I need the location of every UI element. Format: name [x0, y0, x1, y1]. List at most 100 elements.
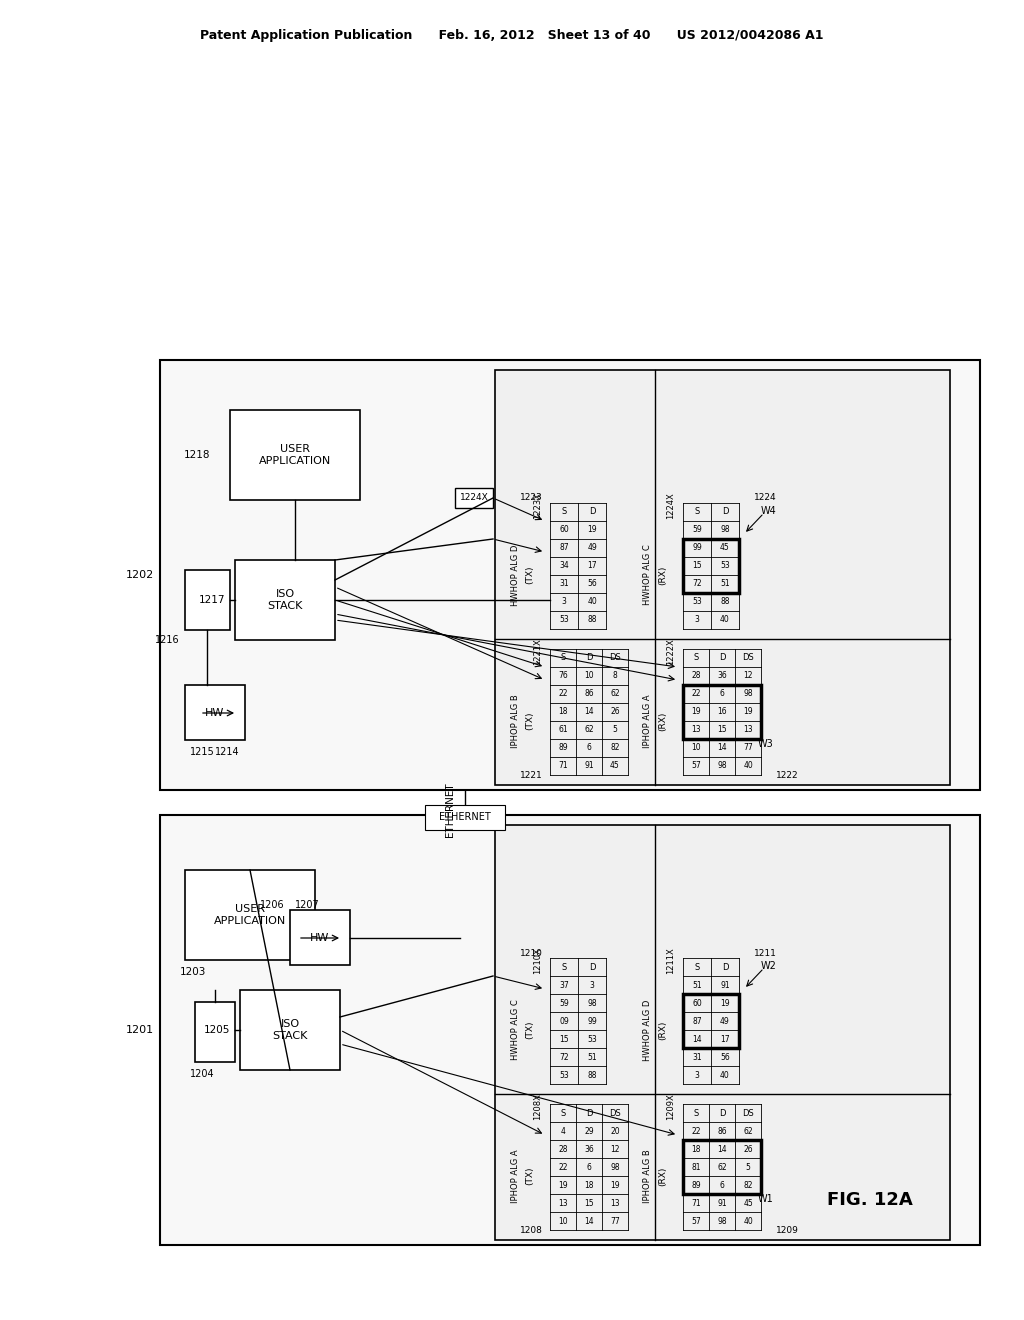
Text: 87: 87: [692, 1016, 701, 1026]
Text: 17: 17: [720, 1035, 730, 1044]
Text: 98: 98: [587, 998, 597, 1007]
Text: 86: 86: [717, 1126, 727, 1135]
Text: 10: 10: [584, 672, 594, 681]
Text: 6: 6: [720, 689, 724, 698]
Text: 1204: 1204: [190, 1069, 215, 1078]
Bar: [160, 814, 980, 1245]
Bar: [195, 1002, 234, 1063]
Text: 3: 3: [590, 981, 595, 990]
Text: DS: DS: [742, 1109, 754, 1118]
Text: S: S: [561, 507, 566, 516]
Text: IPHOP ALG B: IPHOP ALG B: [511, 694, 519, 748]
Text: 1222: 1222: [776, 771, 799, 780]
Text: 40: 40: [720, 1071, 730, 1080]
Text: D: D: [719, 1109, 725, 1118]
Text: 1217: 1217: [199, 595, 225, 605]
Text: 49: 49: [587, 544, 597, 553]
Text: 15: 15: [559, 1035, 568, 1044]
Text: 15: 15: [717, 726, 727, 734]
Text: 1207: 1207: [295, 900, 319, 909]
Text: 82: 82: [610, 743, 620, 752]
Text: 1218: 1218: [183, 450, 210, 459]
Text: 22: 22: [691, 689, 700, 698]
Text: 14: 14: [717, 743, 727, 752]
Text: 98: 98: [743, 689, 753, 698]
Text: 3: 3: [694, 615, 699, 624]
Text: ETHERNET: ETHERNET: [445, 783, 455, 837]
Bar: [683, 994, 739, 1048]
Text: 3: 3: [694, 1071, 699, 1080]
Bar: [683, 539, 739, 593]
Text: (TX): (TX): [525, 711, 535, 730]
Text: 17: 17: [587, 561, 597, 570]
Text: 53: 53: [692, 598, 701, 606]
Text: 1222X: 1222X: [667, 639, 676, 665]
Text: D: D: [586, 653, 592, 663]
Text: 40: 40: [743, 1217, 753, 1225]
Text: 1215: 1215: [190, 747, 215, 756]
Text: 10: 10: [691, 743, 700, 752]
Text: 1209X: 1209X: [667, 1094, 676, 1121]
Text: 15: 15: [692, 561, 701, 570]
Text: 1210: 1210: [520, 949, 543, 957]
Text: S: S: [561, 962, 566, 972]
Text: 18: 18: [558, 708, 567, 717]
Text: 13: 13: [610, 1199, 620, 1208]
Text: 1224X: 1224X: [667, 492, 676, 519]
Text: 81: 81: [691, 1163, 700, 1172]
Text: HWHOP ALG D: HWHOP ALG D: [643, 999, 652, 1061]
Text: D: D: [719, 653, 725, 663]
Text: S: S: [694, 962, 699, 972]
Bar: [230, 411, 360, 500]
Text: 1210X: 1210X: [534, 948, 543, 974]
Text: 1224X: 1224X: [460, 494, 488, 503]
Text: 1224: 1224: [754, 494, 776, 503]
Text: ISO
STACK: ISO STACK: [272, 1019, 307, 1040]
Text: 15: 15: [584, 1199, 594, 1208]
Text: 99: 99: [692, 544, 701, 553]
Text: 98: 98: [717, 1217, 727, 1225]
Text: 13: 13: [743, 726, 753, 734]
Text: 22: 22: [691, 1126, 700, 1135]
Text: 1206: 1206: [260, 900, 285, 909]
Text: 14: 14: [717, 1144, 727, 1154]
Text: 6: 6: [720, 1180, 724, 1189]
Bar: [185, 570, 230, 630]
Text: 14: 14: [584, 1217, 594, 1225]
Text: 28: 28: [691, 672, 700, 681]
Text: 62: 62: [717, 1163, 727, 1172]
Text: 57: 57: [691, 1217, 700, 1225]
Text: 40: 40: [743, 762, 753, 771]
Text: 88: 88: [587, 1071, 597, 1080]
Text: USER
APPLICATION: USER APPLICATION: [214, 904, 286, 925]
Text: 77: 77: [743, 743, 753, 752]
Text: 91: 91: [717, 1199, 727, 1208]
Text: 19: 19: [610, 1180, 620, 1189]
Bar: [683, 685, 761, 739]
Text: 53: 53: [720, 561, 730, 570]
Text: 57: 57: [691, 762, 700, 771]
Text: 1211X: 1211X: [667, 948, 676, 974]
Text: 98: 98: [610, 1163, 620, 1172]
Text: 3: 3: [561, 598, 566, 606]
Text: 20: 20: [610, 1126, 620, 1135]
Text: 31: 31: [559, 579, 568, 589]
Text: 1205: 1205: [204, 1026, 230, 1035]
Bar: [185, 870, 315, 960]
Text: 18: 18: [585, 1180, 594, 1189]
Text: 51: 51: [587, 1052, 597, 1061]
Text: 62: 62: [584, 726, 594, 734]
Text: DS: DS: [742, 653, 754, 663]
Bar: [455, 488, 493, 508]
Bar: [495, 825, 950, 1239]
Text: 1203: 1203: [180, 968, 207, 977]
Text: 36: 36: [584, 1144, 594, 1154]
Bar: [160, 360, 980, 789]
Text: 71: 71: [558, 762, 568, 771]
Text: 61: 61: [558, 726, 568, 734]
Text: S: S: [560, 1109, 565, 1118]
Text: 09: 09: [559, 1016, 569, 1026]
Bar: [683, 1140, 761, 1195]
Text: 86: 86: [584, 689, 594, 698]
Text: 53: 53: [559, 615, 569, 624]
